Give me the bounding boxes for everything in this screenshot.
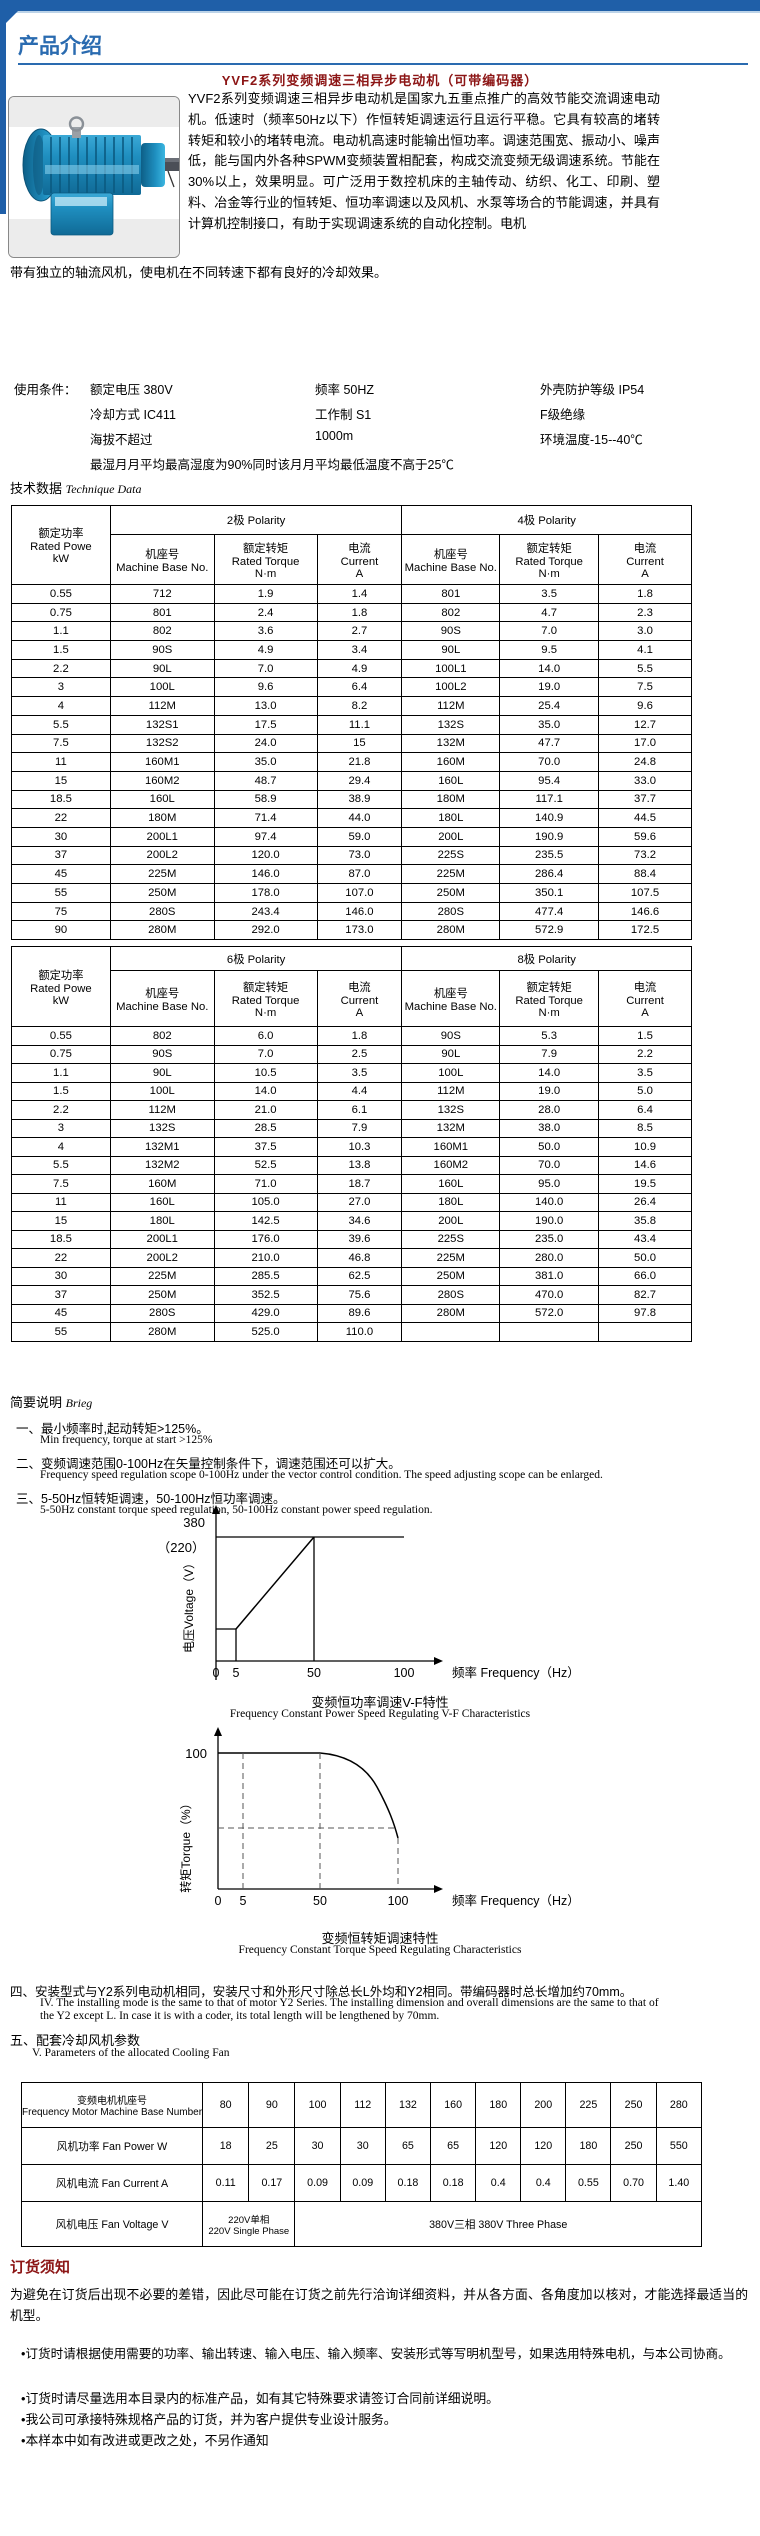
svg-text:100: 100: [394, 1666, 415, 1680]
svg-text:0: 0: [215, 1894, 222, 1908]
svg-text:电压Voltage（V）: 电压Voltage（V）: [182, 1557, 196, 1653]
svg-text:转矩Torque（%）: 转矩Torque（%）: [178, 1797, 193, 1892]
svg-text:50: 50: [307, 1666, 321, 1680]
svg-text:频率 Frequency（Hz）: 频率 Frequency（Hz）: [452, 1893, 580, 1908]
svg-text:100: 100: [388, 1894, 409, 1908]
svg-text:5: 5: [233, 1666, 240, 1680]
svg-text:50: 50: [313, 1894, 327, 1908]
svg-text:100: 100: [185, 1746, 207, 1761]
svg-text:频率 Frequency（Hz）: 频率 Frequency（Hz）: [452, 1665, 580, 1680]
svg-text:0: 0: [213, 1666, 220, 1680]
svg-text:5: 5: [240, 1894, 247, 1908]
svg-text:380: 380: [183, 1515, 205, 1530]
svg-text:（220）: （220）: [157, 1540, 205, 1555]
